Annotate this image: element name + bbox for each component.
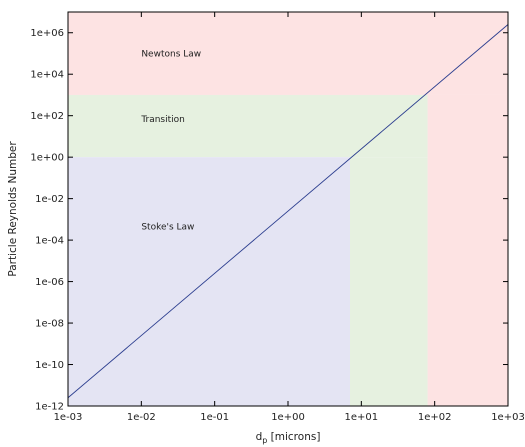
y-tick-label: 1e+06 xyxy=(30,28,64,39)
x-tick-label: 1e-02 xyxy=(127,412,156,423)
y-tick-label: 1e+00 xyxy=(30,153,64,164)
x-tick-label: 1e-01 xyxy=(200,412,229,423)
x-tick-label: 1e+01 xyxy=(345,412,379,423)
region-transition-2 xyxy=(68,94,428,158)
y-tick-label: 1e-02 xyxy=(35,194,64,205)
region-newtons-law-0 xyxy=(68,12,508,95)
x-axis-label: dp [microns] xyxy=(256,431,321,445)
x-tick-label: 1e-03 xyxy=(54,412,83,423)
series-layer xyxy=(67,24,509,399)
x-axis-label-main: d xyxy=(256,431,263,443)
regions-layer xyxy=(68,12,508,407)
region-transition-3 xyxy=(349,157,428,406)
region-label-newtons-law: Newtons Law xyxy=(141,50,201,60)
y-tick-label: 1e+02 xyxy=(30,111,64,122)
x-axis-label-subscript: p xyxy=(262,436,267,445)
y-tick-label: 1e+04 xyxy=(30,70,64,81)
ticks-layer: 1e-03 1e-02 1e-01 1e+00 1e+01 1e+02 1e+03 1e-12… xyxy=(30,12,525,423)
region-newtons-law-1 xyxy=(427,94,508,407)
region-label-stoke-s-law: Stoke's Law xyxy=(141,223,194,233)
x-tick-label: 1e+02 xyxy=(418,412,452,423)
y-tick-label: 1e-04 xyxy=(35,236,64,247)
x-tick-label: 1e+03 xyxy=(491,412,525,423)
y-tick-label: 1e-08 xyxy=(35,319,64,330)
series-line-0 xyxy=(67,24,509,399)
y-tick-label: 1e-06 xyxy=(35,277,64,288)
y-axis-label: Particle Reynolds Number xyxy=(7,141,19,277)
region-label-transition: Transition xyxy=(140,115,185,125)
y-tick-label: 1e-12 xyxy=(35,402,64,413)
region-labels-layer: Newtons Law Transition Stoke's Law xyxy=(140,50,201,233)
x-axis-label-units: [microns] xyxy=(267,431,320,443)
y-tick-label: 1e-10 xyxy=(35,360,64,371)
x-tick-label: 1e+00 xyxy=(271,412,305,423)
